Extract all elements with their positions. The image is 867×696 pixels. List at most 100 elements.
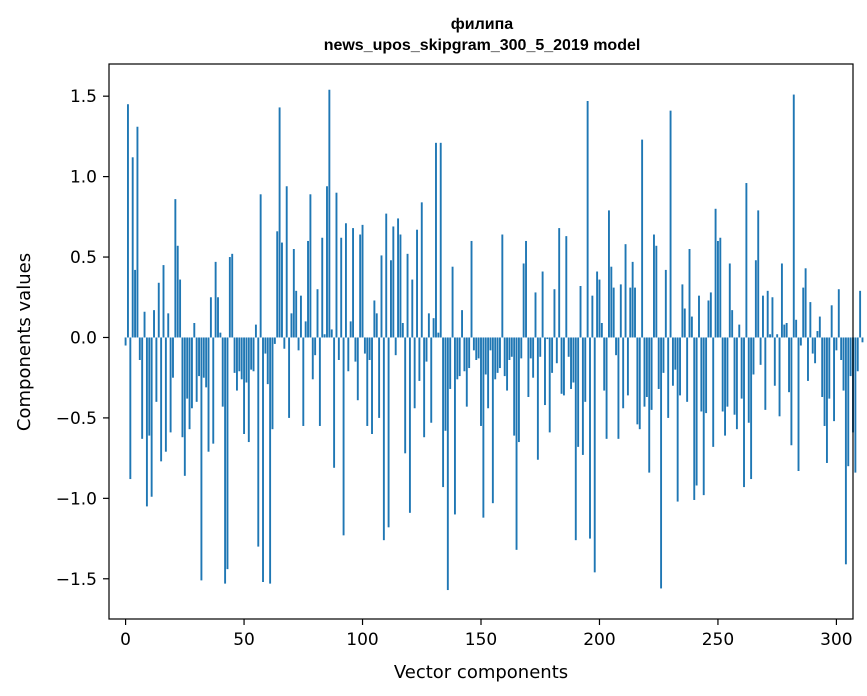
bar: [728, 263, 731, 338]
bar: [522, 263, 525, 338]
x-tick-label: 300: [820, 630, 852, 650]
bar: [686, 337, 689, 402]
bar: [352, 228, 354, 338]
bar: [380, 255, 383, 338]
bar: [205, 337, 208, 388]
bar: [307, 240, 309, 338]
bar: [513, 337, 516, 436]
bar: [477, 337, 480, 359]
bar: [371, 337, 373, 434]
bar: [499, 337, 501, 369]
bar: [740, 337, 743, 399]
bar: [764, 337, 767, 410]
bar: [167, 313, 170, 338]
bar: [520, 337, 523, 359]
bar: [354, 337, 357, 362]
bar: [797, 337, 800, 471]
bar: [731, 310, 734, 338]
bar: [290, 313, 293, 338]
bar: [816, 331, 819, 338]
bar: [468, 337, 471, 369]
y-tick-label: −0.5: [56, 409, 97, 429]
bar: [804, 268, 807, 338]
bar: [193, 323, 196, 338]
bar: [600, 323, 603, 338]
bar: [411, 279, 414, 338]
bar: [401, 323, 404, 338]
bar: [617, 337, 620, 439]
bar: [757, 210, 760, 338]
bar: [435, 142, 437, 338]
bar: [382, 337, 385, 541]
bar: [612, 287, 615, 338]
bar: [679, 337, 681, 396]
bar: [162, 265, 165, 338]
bar: [264, 337, 267, 354]
bar: [437, 332, 440, 338]
bar: [349, 321, 352, 338]
bar: [202, 337, 205, 378]
bar: [224, 337, 227, 584]
bar: [250, 337, 253, 370]
bar: [745, 183, 748, 338]
bar: [276, 231, 279, 338]
bar: [799, 337, 802, 346]
y-tick-label: −1.5: [56, 570, 97, 590]
bar: [160, 337, 163, 462]
bar: [304, 321, 307, 338]
bar: [662, 337, 665, 373]
bar: [586, 101, 589, 338]
bar: [842, 337, 845, 391]
bar: [508, 337, 511, 360]
bar: [837, 289, 840, 338]
bar: [183, 337, 186, 476]
bar: [214, 261, 217, 338]
bar: [795, 319, 798, 338]
bar: [390, 260, 392, 338]
bar: [463, 337, 466, 372]
bar: [153, 310, 155, 338]
bar: [240, 337, 243, 380]
x-axis-ticks: 0 50 100 150 200 250 300: [120, 619, 853, 650]
y-axis-ticks: −1.5 −1.0 −0.5 0.0 0.5 1.0 1.5: [56, 87, 109, 590]
bar: [408, 337, 411, 513]
bar: [525, 240, 527, 338]
bar: [605, 337, 608, 439]
bar: [337, 337, 340, 360]
bar: [861, 337, 864, 343]
bar: [136, 126, 139, 338]
bar: [821, 337, 824, 397]
bar: [475, 337, 478, 360]
bar: [593, 337, 596, 573]
bar: [515, 337, 518, 550]
bar: [844, 337, 847, 565]
bar: [551, 337, 554, 373]
bar: [681, 284, 684, 338]
bar: [262, 337, 264, 582]
bar: [484, 337, 487, 375]
bar: [430, 337, 433, 423]
bar: [311, 337, 314, 380]
bar: [700, 337, 703, 412]
bar: [693, 337, 696, 500]
bar: [610, 266, 613, 338]
x-tick-label: 100: [346, 630, 378, 650]
bar: [342, 337, 345, 536]
bar: [532, 337, 535, 378]
bar: [164, 337, 167, 452]
bar: [482, 337, 485, 518]
bar: [695, 337, 698, 486]
bar: [622, 337, 625, 409]
bar: [131, 157, 134, 338]
bar: [387, 337, 390, 528]
bar: [501, 234, 504, 338]
bar: [453, 337, 456, 515]
bar: [792, 94, 795, 338]
bar: [465, 337, 468, 407]
bar: [664, 269, 667, 338]
bar: [788, 337, 790, 393]
bar: [292, 249, 295, 338]
bar: [544, 337, 546, 406]
bar: [847, 337, 850, 467]
bar: [809, 302, 812, 338]
